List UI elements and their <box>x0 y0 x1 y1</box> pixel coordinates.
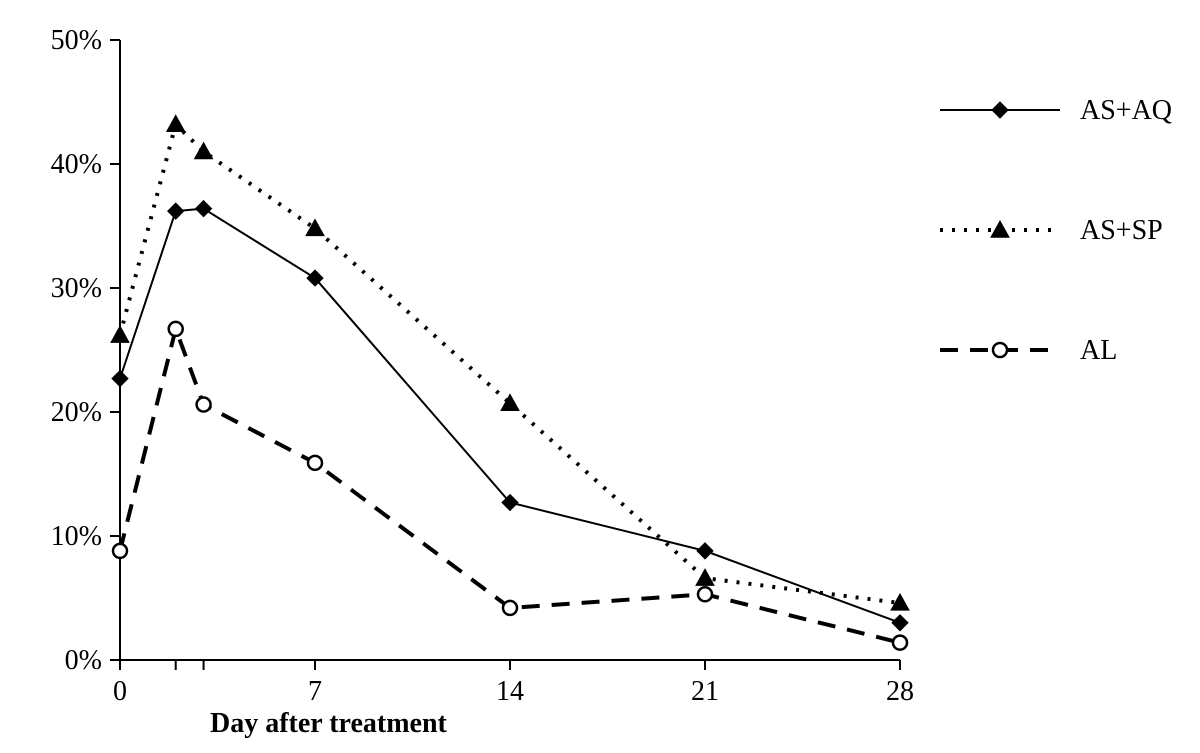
x-tick-label: 14 <box>496 676 524 708</box>
series-as_aq <box>120 209 900 623</box>
x-tick-label: 0 <box>113 676 127 708</box>
legend-label-as_sp: AS+SP <box>1080 215 1163 247</box>
y-tick-label: 30% <box>51 273 102 305</box>
y-tick-label: 10% <box>51 521 102 553</box>
x-tick-label: 21 <box>691 676 719 708</box>
series-al <box>120 329 900 643</box>
y-tick-label: 20% <box>51 397 102 429</box>
y-tick-label: 50% <box>51 25 102 57</box>
y-tick-label: 0% <box>65 645 102 677</box>
legend-label-al: AL <box>1080 335 1117 367</box>
x-tick-label: 7 <box>308 676 322 708</box>
line-chart: 0% 10% 20% 30% 40% 50% 0 7 14 21 28 Day after treat… <box>0 0 1200 748</box>
chart-svg <box>0 0 1200 748</box>
x-tick-label: 28 <box>886 676 914 708</box>
x-axis-label: Day after treatment <box>210 708 447 740</box>
y-tick-label: 40% <box>51 149 102 181</box>
series-as_sp <box>120 124 900 603</box>
legend-label-as_aq: AS+AQ <box>1080 95 1172 127</box>
